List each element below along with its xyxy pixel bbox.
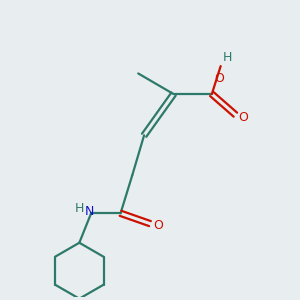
Text: H: H: [223, 51, 232, 64]
Text: N: N: [85, 205, 94, 218]
Text: H: H: [75, 202, 85, 214]
Text: O: O: [214, 72, 224, 85]
Text: O: O: [238, 111, 248, 124]
Text: O: O: [153, 219, 163, 232]
